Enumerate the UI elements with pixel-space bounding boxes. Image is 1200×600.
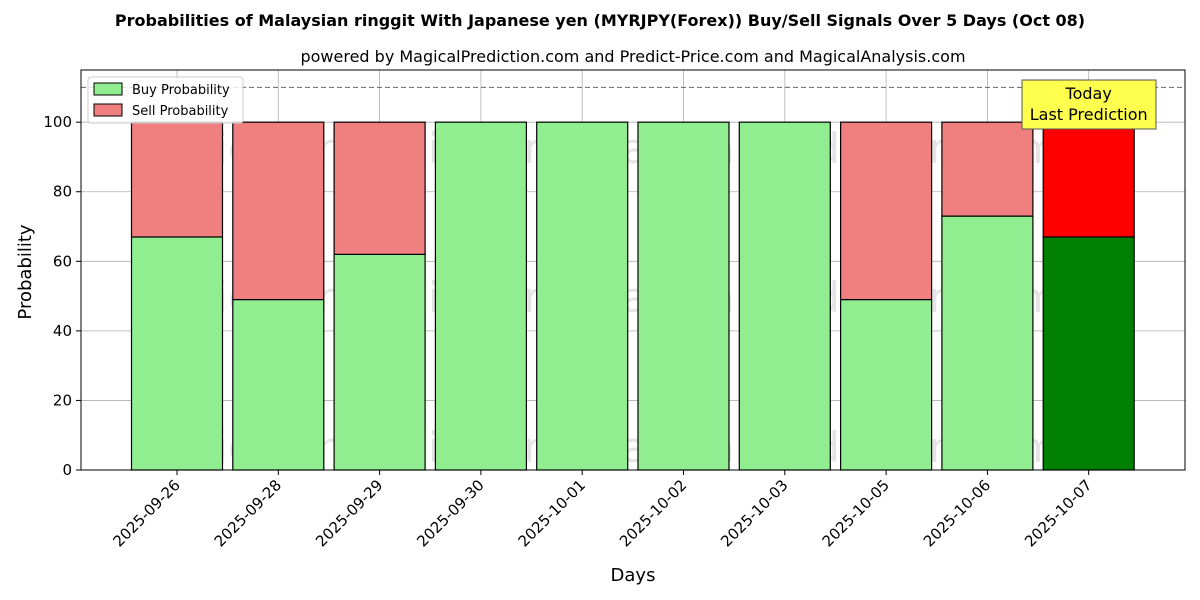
sell-bar <box>130 121 224 238</box>
legend-swatch <box>93 82 123 96</box>
plot-area: 020406080100MagicalAnalysis.comMagicalPr… <box>43 69 1186 550</box>
buy-bar <box>333 253 426 471</box>
sell-bar <box>232 121 325 301</box>
sell-bar <box>1042 121 1135 238</box>
x-tick-label: 2025-10-06 <box>920 476 994 550</box>
sell-bar <box>941 121 1034 217</box>
x-tick-label: 2025-10-02 <box>616 476 690 550</box>
chart-title: Probabilities of Malaysian ringgit With … <box>115 11 1085 30</box>
annotation-text: Last Prediction <box>1030 105 1148 124</box>
chart-subtitle: powered by MagicalPrediction.com and Pre… <box>300 47 965 66</box>
y-tick-label: 20 <box>53 391 72 409</box>
buy-bar <box>1042 236 1135 471</box>
y-axis-label: Probability <box>15 224 36 319</box>
x-tick-label: 2025-10-01 <box>515 476 589 550</box>
x-tick-label: 2025-09-30 <box>413 476 487 550</box>
legend: Buy Probability Sell Probability <box>87 76 244 124</box>
y-tick-label: 100 <box>43 113 72 131</box>
legend-swatch <box>93 103 123 117</box>
annotation-box <box>1021 79 1157 130</box>
annotation-text: Today <box>1065 84 1112 103</box>
y-tick-label: 40 <box>53 322 72 340</box>
x-tick-label: 2025-10-03 <box>717 476 791 550</box>
y-tick-label: 80 <box>53 183 72 201</box>
buy-bar <box>130 236 224 471</box>
sell-bar <box>839 121 933 301</box>
x-tick-label: 2025-09-26 <box>109 476 183 550</box>
plot-frame <box>80 69 1186 471</box>
buy-bar <box>941 215 1034 471</box>
buy-bar <box>839 298 933 471</box>
buy-bar <box>536 121 629 471</box>
buy-bar <box>434 121 527 471</box>
sell-bar <box>333 121 426 255</box>
y-tick-label: 60 <box>53 252 72 270</box>
x-tick-label: 2025-10-05 <box>819 476 893 550</box>
x-tick-label: 2025-09-29 <box>312 476 386 550</box>
legend-box <box>87 76 244 124</box>
y-tick-label: 0 <box>62 461 72 479</box>
legend-label: Sell Probability <box>132 104 229 119</box>
buy-bar <box>232 298 325 471</box>
buy-bar <box>738 121 831 471</box>
x-axis-label: Days <box>611 565 656 586</box>
x-tick-label: 2025-09-28 <box>211 476 285 550</box>
legend-label: Buy Probability <box>132 83 230 98</box>
buy-bar <box>637 121 730 471</box>
x-tick-label: 2025-10-07 <box>1021 476 1095 550</box>
